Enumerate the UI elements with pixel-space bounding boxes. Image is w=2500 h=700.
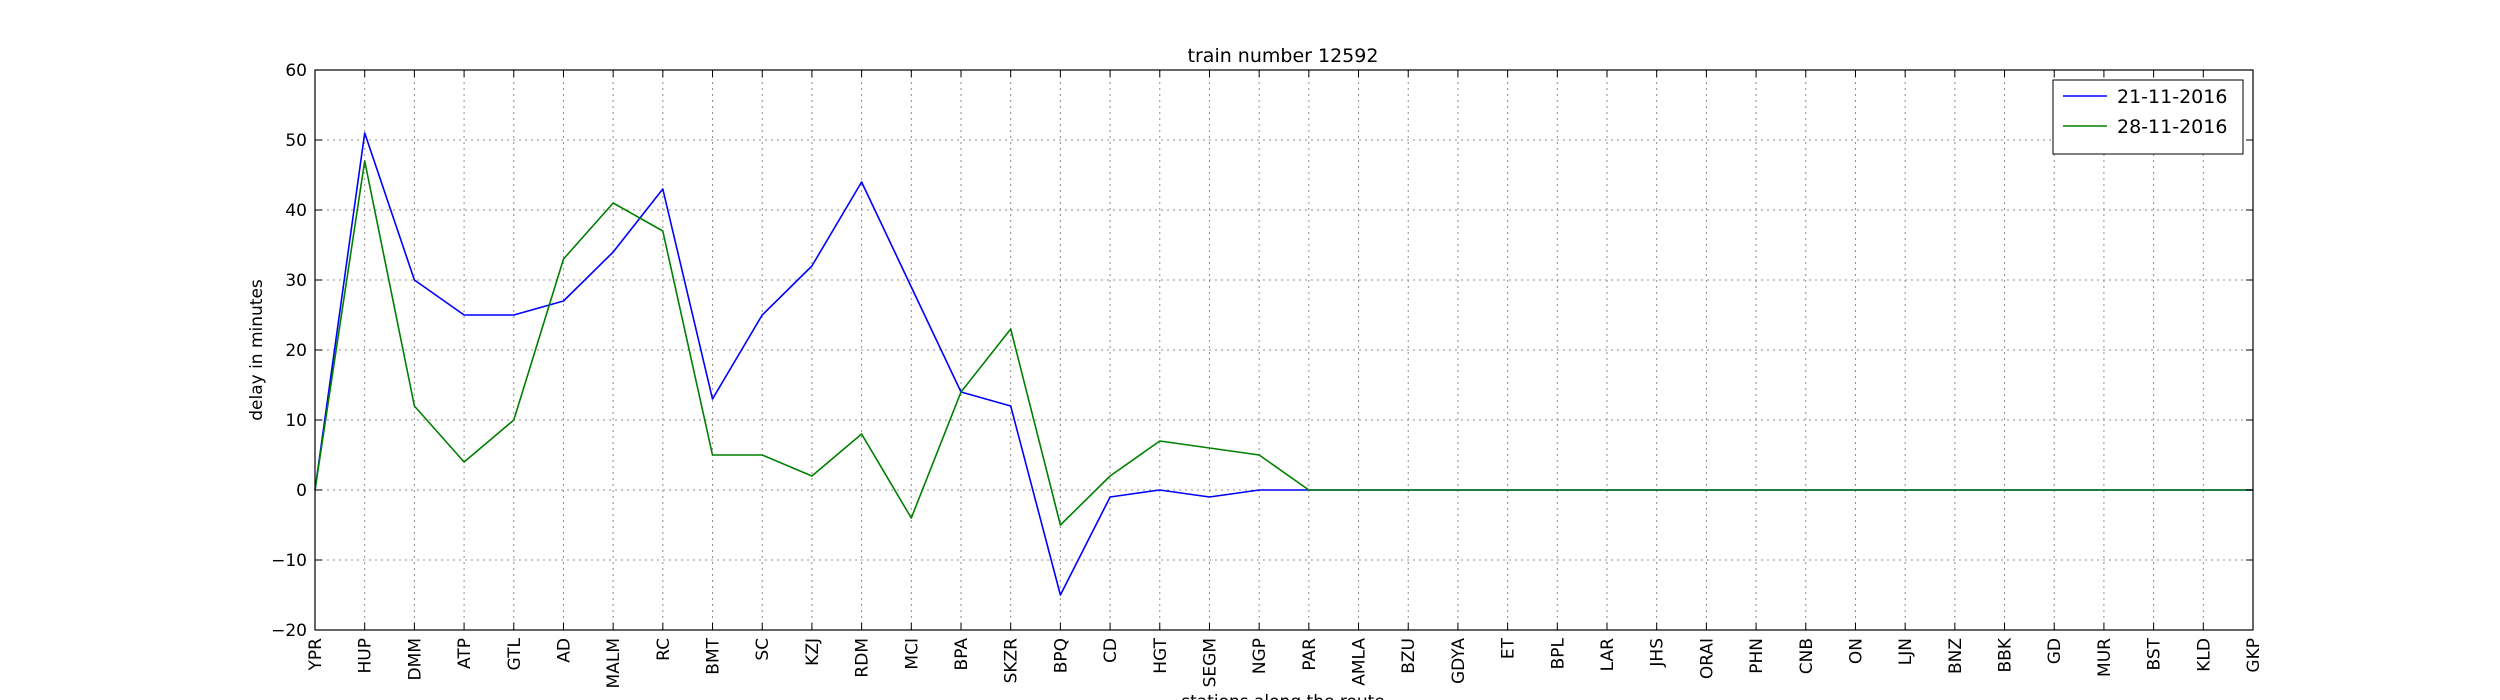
x-tick-label: GKP bbox=[2244, 638, 2264, 673]
y-tick-label: 30 bbox=[285, 271, 307, 291]
x-tick-label: SC bbox=[753, 638, 773, 661]
chart-title: train number 12592 bbox=[1188, 45, 1379, 67]
y-tick-label: 50 bbox=[285, 131, 307, 151]
y-tick-label: −20 bbox=[271, 621, 307, 641]
x-tick-label: LJN bbox=[1896, 638, 1916, 665]
x-tick-label: BPA bbox=[952, 638, 972, 671]
x-tick-label: NGP bbox=[1250, 638, 1270, 674]
series-line-2 bbox=[314, 160, 2253, 526]
x-axis: YPR HUP DMM ATP GTL AD MALM RC BMT SC KZJ RDM MCI BPA… bbox=[306, 70, 2264, 688]
x-tick-label: PAR bbox=[1300, 638, 1320, 671]
legend-label: 21-11-2016 bbox=[2117, 86, 2227, 108]
x-tick-label: MUR bbox=[2095, 638, 2115, 677]
x-tick-label: ON bbox=[1846, 638, 1866, 664]
x-tick-label: KLD bbox=[2194, 638, 2214, 672]
x-tick-label: ET bbox=[1499, 637, 1519, 659]
y-tick-label: 40 bbox=[285, 201, 307, 221]
x-tick-label: HGT bbox=[1151, 637, 1171, 673]
x-tick-label: PHN bbox=[1747, 638, 1767, 674]
legend-box bbox=[2052, 79, 2244, 155]
y-axis-label: delay in minutes bbox=[247, 279, 267, 421]
x-tick-label: CD bbox=[1101, 638, 1121, 663]
x-tick-label: CNB bbox=[1797, 638, 1817, 674]
legend: 21-11-2016 28-11-2016 bbox=[2052, 79, 2244, 155]
x-tick-label: GDYA bbox=[1449, 638, 1469, 684]
x-tick-label: BZU bbox=[1399, 638, 1419, 674]
x-tick-label: SKZR bbox=[1002, 638, 1022, 684]
x-tick-label: YPR bbox=[306, 638, 326, 672]
x-tick-label: KZJ bbox=[803, 638, 823, 666]
x-tick-label: BST bbox=[2145, 637, 2165, 670]
x-tick-label: HUP bbox=[356, 638, 376, 673]
x-axis-label: stations along the route bbox=[1181, 692, 1385, 700]
x-tick-label: RDM bbox=[853, 638, 873, 678]
x-tick-label: BBK bbox=[1996, 637, 2016, 672]
y-tick-label: −10 bbox=[271, 551, 307, 571]
x-tick-label: BMT bbox=[704, 637, 724, 674]
x-tick-label: GD bbox=[2045, 638, 2065, 664]
x-tick-label: RC bbox=[654, 638, 674, 661]
x-tick-label: BPL bbox=[1548, 637, 1568, 669]
x-tick-label: LAR bbox=[1598, 638, 1618, 671]
legend-label: 28-11-2016 bbox=[2117, 116, 2227, 138]
x-tick-label: ATP bbox=[455, 638, 475, 669]
x-tick-label: MCI bbox=[902, 638, 922, 670]
x-tick-label: SEGM bbox=[1200, 638, 1220, 687]
x-tick-label: MALM bbox=[604, 638, 624, 688]
y-tick-label: 20 bbox=[285, 341, 307, 361]
x-tick-label: ORAI bbox=[1697, 638, 1717, 679]
y-tick-label: 10 bbox=[285, 411, 307, 431]
x-tick-label: JHS bbox=[1648, 638, 1668, 668]
x-tick-label: BNZ bbox=[1946, 638, 1966, 674]
x-tick-label: GTL bbox=[505, 637, 525, 670]
x-tick-label: AD bbox=[554, 638, 574, 663]
x-tick-label: AMLA bbox=[1350, 638, 1370, 686]
x-tick-label: BPQ bbox=[1051, 638, 1071, 673]
y-tick-label: 0 bbox=[296, 481, 307, 501]
series-layer bbox=[314, 132, 2253, 596]
y-axis: −20 −10 0 10 20 30 40 50 60 bbox=[271, 61, 2253, 641]
y-tick-label: 60 bbox=[285, 61, 307, 81]
x-tick-label: DMM bbox=[405, 638, 425, 680]
